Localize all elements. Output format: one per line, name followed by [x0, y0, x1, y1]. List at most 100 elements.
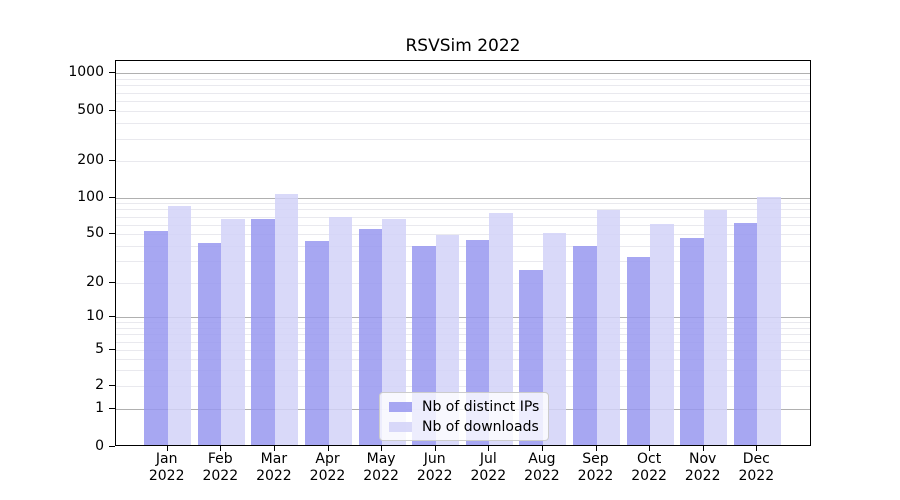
- y-tick-mark: [109, 408, 115, 410]
- y-tick-mark: [109, 72, 115, 74]
- x-tick-mark: [166, 446, 168, 451]
- y-tick-label: 200: [77, 152, 104, 168]
- gridline-minor: [116, 224, 810, 226]
- bar-downloads: [489, 212, 513, 445]
- x-tick-month: Jun: [423, 451, 446, 467]
- x-tick-label: Oct 2022: [609, 451, 689, 485]
- bar-downloads: [650, 223, 674, 445]
- gridline-minor: [116, 161, 810, 162]
- x-tick-month: Apr: [315, 451, 340, 467]
- y-tick-label: 10: [86, 308, 104, 324]
- gridline-minor: [116, 359, 810, 361]
- x-tick-mark: [434, 446, 436, 451]
- y-tick-label: 20: [86, 273, 104, 290]
- x-tick-year: 2022: [416, 468, 453, 484]
- gridline-minor: [116, 334, 810, 336]
- x-tick-label: Dec 2022: [716, 451, 796, 485]
- x-tick-mark: [273, 446, 276, 451]
- legend-label: Nb of downloads: [422, 418, 539, 435]
- gridline-minor: [116, 203, 810, 205]
- bar-downloads: [542, 233, 567, 445]
- gridline-minor: [116, 216, 810, 218]
- x-tick-label: Nov 2022: [663, 451, 743, 485]
- x-tick-year: 2022: [738, 468, 775, 484]
- x-tick-year: 2022: [470, 468, 507, 484]
- x-tick-mark: [381, 446, 383, 451]
- x-tick-mark: [220, 446, 222, 451]
- bar-distinct-ips: [144, 231, 168, 445]
- bar-distinct-ips: [733, 222, 758, 445]
- legend: Nb of distinct IPs Nb of downloads: [379, 392, 550, 441]
- x-tick-month: Aug: [528, 451, 556, 467]
- x-tick-label: Sep 2022: [556, 451, 636, 485]
- y-tick-label: 100: [77, 188, 104, 205]
- y-tick-mark: [109, 196, 115, 198]
- gridline-minor: [116, 341, 810, 343]
- bar-distinct-ips: [251, 218, 275, 445]
- x-tick-month: Mar: [260, 451, 288, 467]
- gridline-minor: [116, 327, 810, 329]
- legend-swatch: [389, 401, 412, 412]
- gridline-minor: [116, 282, 810, 284]
- gridline-major: [116, 197, 810, 199]
- gridline-minor: [116, 123, 810, 125]
- x-tick-month: May: [366, 451, 396, 467]
- x-tick-label: Feb 2022: [180, 451, 260, 485]
- bar-distinct-ips: [197, 242, 222, 445]
- bar-distinct-ips: [680, 237, 704, 445]
- x-tick-month: Jan: [155, 451, 178, 467]
- x-tick-month: Feb: [207, 451, 233, 467]
- bar-downloads: [703, 209, 728, 445]
- y-tick-label: 0: [95, 438, 104, 454]
- gridline-minor: [116, 79, 810, 81]
- y-tick-label: 2: [95, 377, 104, 394]
- x-tick-label: Jul 2022: [448, 451, 528, 485]
- x-tick-mark: [702, 446, 704, 451]
- chart-title: RSVSim 2022: [405, 36, 521, 56]
- y-tick-mark: [109, 349, 115, 351]
- gridline-minor: [116, 209, 810, 211]
- x-tick-label: Mar 2022: [234, 451, 314, 485]
- y-tick-mark: [109, 446, 115, 448]
- x-tick-year: 2022: [684, 468, 721, 484]
- x-tick-month: Oct: [636, 451, 662, 467]
- x-tick-mark: [649, 446, 651, 451]
- bar-downloads: [757, 197, 781, 445]
- gridline-minor: [116, 138, 810, 140]
- x-tick-label: Aug 2022: [502, 451, 582, 485]
- x-tick-month: Nov: [689, 451, 717, 467]
- bar-distinct-ips: [573, 246, 597, 445]
- gridline-minor: [116, 350, 810, 352]
- x-tick-month: Sep: [582, 451, 609, 467]
- x-tick-year: 2022: [309, 468, 346, 484]
- gridline-minor: [116, 111, 810, 112]
- x-tick-year: 2022: [524, 468, 560, 484]
- x-tick-month: Jul: [479, 451, 497, 467]
- legend-swatch: [389, 421, 412, 432]
- y-tick-mark: [109, 316, 115, 318]
- legend-item: Nb of distinct IPs: [389, 398, 539, 415]
- y-tick-label: 5: [95, 341, 104, 358]
- x-tick-mark: [595, 446, 597, 451]
- plot-area: Nb of distinct IPs Nb of downloads: [115, 60, 811, 446]
- gridline-minor: [116, 246, 810, 248]
- x-tick-mark: [488, 446, 490, 451]
- gridline-minor: [116, 261, 810, 263]
- y-tick-label: 1000: [68, 64, 104, 81]
- gridline-minor: [116, 370, 810, 372]
- x-tick-year: 2022: [148, 468, 185, 484]
- x-tick-year: 2022: [577, 468, 614, 484]
- y-tick-mark: [109, 281, 115, 283]
- bar-downloads: [167, 205, 192, 445]
- gridline-major: [116, 73, 810, 75]
- y-tick-label: 1: [95, 400, 104, 417]
- x-tick-year: 2022: [363, 468, 399, 484]
- x-tick-label: May 2022: [341, 451, 421, 485]
- x-tick-month: Dec: [742, 451, 770, 467]
- x-tick-mark: [541, 446, 544, 451]
- x-tick-label: Jun 2022: [395, 451, 475, 485]
- gridline-minor: [116, 386, 810, 388]
- gridline-minor: [116, 92, 810, 94]
- gridline-minor: [116, 234, 810, 236]
